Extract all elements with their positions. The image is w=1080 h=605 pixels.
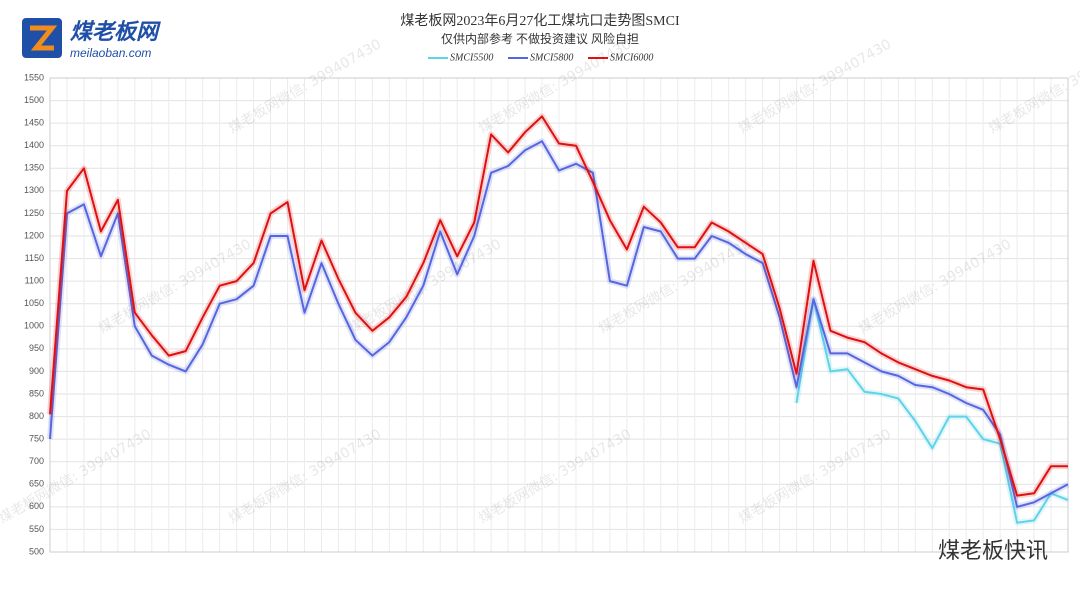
y-tick-label: 650 [29, 479, 44, 489]
y-tick-label: 950 [29, 343, 44, 353]
grid: 500 550 600 650 700 750 800 850 900 950 1000 1050 11… [24, 72, 1069, 556]
logo-site: meilaoban.com [70, 46, 151, 60]
y-tick-label: 1250 [24, 208, 44, 218]
series-line [795, 298, 1069, 524]
y-tick-label: 750 [29, 434, 44, 444]
y-tick-label: 500 [29, 546, 44, 556]
logo-name: 煤老板网 [70, 20, 161, 45]
legend: SMCI5500 SMCI5800 SMCI6000 [428, 52, 653, 63]
y-tick-label: 1350 [24, 163, 44, 173]
lines [47, 113, 1070, 526]
legend-label: SMCI5500 [450, 52, 493, 63]
y-tick-label: 600 [29, 501, 44, 511]
y-tick-label: 900 [29, 366, 44, 376]
y-tick-label: 1450 [24, 118, 44, 128]
y-tick-label: 1150 [25, 253, 44, 263]
badge: 煤老板快讯 [938, 539, 1048, 564]
y-tick-label: 550 [29, 524, 44, 534]
y-tick-label: 1300 [24, 185, 44, 195]
legend-label: SMCI5800 [530, 52, 573, 63]
y-tick-label: 800 [29, 411, 44, 421]
logo-mark [30, 25, 58, 51]
y-tick-label: 700 [29, 456, 44, 466]
chart-title: 煤老板网2023年6月27化工煤坑口走势图SMCI [400, 13, 680, 29]
y-tick-label: 1400 [24, 140, 44, 150]
y-tick-label: 1000 [24, 321, 44, 331]
legend-label: SMCI6000 [610, 52, 653, 63]
logo: 煤老板网 meilaoban.com [22, 18, 161, 60]
series-line [49, 115, 1068, 497]
series-line [49, 140, 1069, 508]
y-tick-label: 1550 [24, 72, 44, 82]
y-tick-label: 1200 [24, 230, 44, 240]
y-tick-label: 1100 [25, 276, 44, 286]
y-tick-label: 1050 [24, 298, 44, 308]
y-tick-label: 850 [29, 388, 44, 398]
y-tick-label: 1500 [24, 95, 44, 105]
chart-subtitle: 仅供内部参考 不做投资建议 风险自担 [441, 31, 639, 46]
plot-border [49, 77, 1069, 553]
